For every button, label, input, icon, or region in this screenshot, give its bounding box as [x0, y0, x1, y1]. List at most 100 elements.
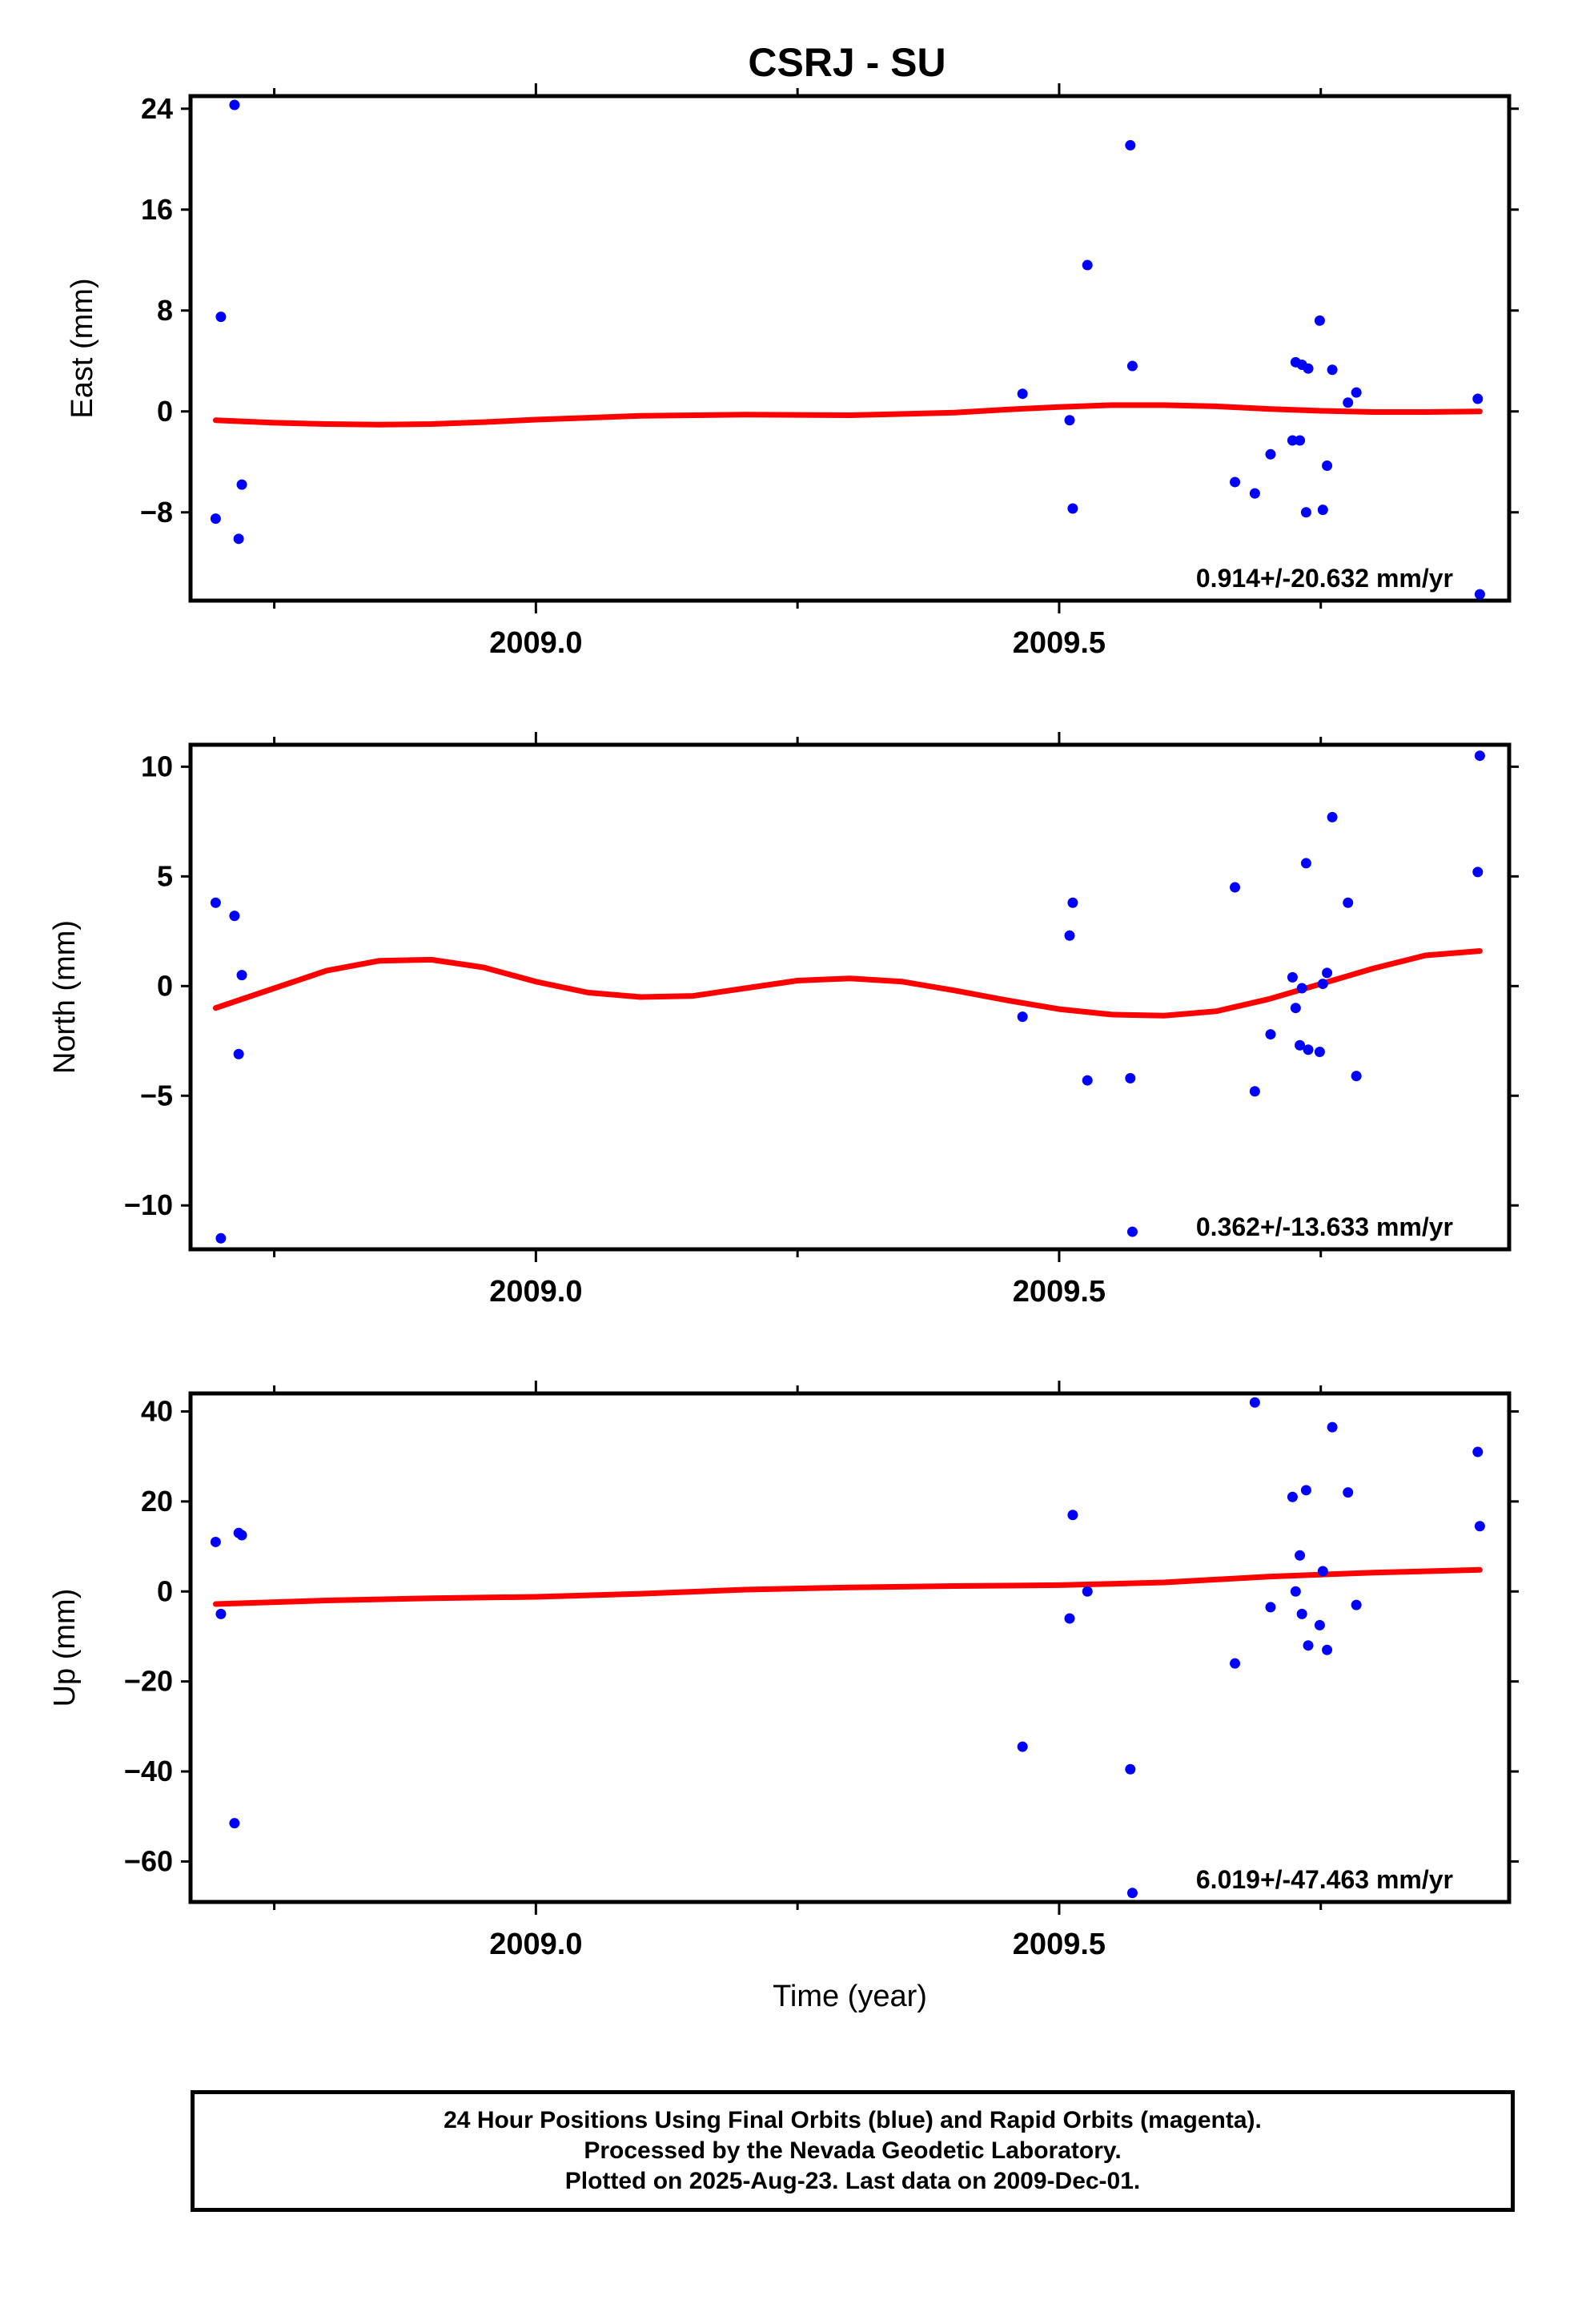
data-point — [1343, 1487, 1354, 1498]
y-tick-label: 40 — [141, 1394, 173, 1427]
data-point — [1082, 259, 1093, 271]
data-point — [1287, 435, 1298, 446]
data-point — [1082, 1075, 1093, 1086]
data-point — [1474, 1521, 1485, 1532]
data-point — [1317, 1566, 1328, 1577]
x-tick-label: 2009.0 — [489, 1928, 582, 1961]
fit-line — [212, 948, 1483, 1019]
chart-title: CSRJ - SU — [748, 40, 946, 85]
rate-label: 0.914+/-20.632 mm/yr — [1196, 564, 1453, 593]
x-tick-label: 2009.5 — [1013, 1928, 1106, 1961]
y-tick-label: 10 — [141, 750, 173, 782]
data-point — [1472, 866, 1484, 878]
data-point — [229, 1818, 240, 1829]
data-point — [1126, 1226, 1138, 1237]
data-point — [1064, 415, 1075, 426]
x-tick-label: 2009.0 — [489, 626, 582, 660]
data-point — [1474, 750, 1485, 762]
panel-1: −8 0 8 16 24 2009.0 2009.5 East (mm) 0.914+/-20.… — [66, 83, 1519, 660]
x-tick-label: 2009.5 — [1013, 626, 1106, 660]
y-tick-label: 16 — [141, 193, 173, 226]
footer-line-processed: Processed by the Nevada Geodetic Laborat… — [584, 2137, 1122, 2164]
data-point — [1295, 435, 1306, 446]
data-point — [1265, 448, 1276, 460]
data-point — [1125, 1072, 1136, 1084]
data-point — [1296, 983, 1307, 994]
data-point — [1126, 360, 1138, 372]
x-axis-label: Time (year) — [773, 1980, 927, 2013]
y-tick-label: 0 — [157, 1574, 173, 1607]
data-point — [1017, 1741, 1028, 1752]
y-tick-label: 5 — [157, 859, 173, 892]
data-point — [229, 911, 240, 922]
data-point — [1290, 1003, 1301, 1014]
data-point — [1351, 1599, 1362, 1610]
data-point — [1082, 1586, 1093, 1597]
y-tick-label: −8 — [140, 496, 173, 529]
data-point — [1126, 1888, 1138, 1899]
data-point — [210, 897, 221, 908]
data-point — [1322, 460, 1333, 471]
y-axis-label: North (mm) — [48, 920, 82, 1074]
data-point — [236, 1530, 247, 1541]
data-point — [1249, 1086, 1260, 1097]
data-point — [1265, 1029, 1276, 1040]
y-axis-label: Up (mm) — [48, 1589, 82, 1707]
data-point — [1230, 476, 1241, 488]
data-point — [233, 533, 244, 545]
data-point — [1314, 315, 1325, 326]
data-point — [1265, 1602, 1276, 1613]
data-point — [1125, 1763, 1136, 1775]
data-point — [1125, 139, 1136, 151]
data-point — [1230, 1658, 1241, 1669]
data-point — [1295, 1550, 1306, 1561]
panel-2: −10 −5 0 5 10 2009.0 2009.5 North (mm) 0.362+/-1… — [48, 732, 1519, 1309]
data-point — [1317, 505, 1328, 516]
y-axis-label: East (mm) — [66, 278, 99, 418]
data-point — [1300, 507, 1311, 518]
y-tick-label: 20 — [141, 1485, 173, 1518]
data-point — [1322, 1644, 1333, 1655]
data-point — [236, 970, 247, 981]
data-point — [1351, 387, 1362, 398]
data-point — [1343, 397, 1354, 408]
rate-label: 0.362+/-13.633 mm/yr — [1196, 1212, 1453, 1241]
plot-frame — [188, 1391, 1512, 1904]
data-point — [1067, 503, 1078, 514]
panel-3: −60 −40 −20 0 20 40 2009.0 2009.5 Up (mm) Time (y… — [48, 1381, 1519, 2013]
data-point — [1064, 1613, 1075, 1624]
data-point — [1303, 1044, 1314, 1055]
data-point — [1472, 393, 1484, 404]
data-point — [1343, 897, 1354, 908]
y-tick-label: −5 — [140, 1079, 173, 1112]
data-point — [1230, 882, 1241, 893]
y-tick-label: 8 — [157, 294, 173, 327]
data-point — [1474, 589, 1485, 600]
rate-label: 6.019+/-47.463 mm/yr — [1196, 1865, 1453, 1894]
x-tick-label: 2009.0 — [489, 1275, 582, 1309]
data-point — [1327, 811, 1338, 822]
fit-line — [212, 1566, 1483, 1607]
data-point — [1067, 1510, 1078, 1521]
plot-frame — [188, 742, 1512, 1252]
footer-line-plotted: Plotted on 2025-Aug-23. Last data on 200… — [564, 2168, 1141, 2194]
data-point — [1290, 1586, 1301, 1597]
data-point — [1300, 1485, 1311, 1496]
data-point — [1017, 388, 1028, 400]
data-point — [1295, 1039, 1306, 1051]
data-point — [1303, 363, 1314, 374]
y-tick-label: 0 — [157, 969, 173, 1002]
data-point — [1064, 930, 1075, 941]
data-point — [236, 479, 247, 490]
data-point — [1017, 1011, 1028, 1023]
data-point — [215, 312, 227, 323]
data-point — [1303, 1640, 1314, 1651]
y-tick-label: 24 — [141, 92, 173, 125]
data-point — [1322, 967, 1333, 979]
data-point — [1300, 858, 1311, 869]
data-point — [1287, 971, 1298, 983]
data-point — [1249, 488, 1260, 499]
fit-line — [212, 402, 1483, 428]
data-point — [233, 1048, 244, 1059]
